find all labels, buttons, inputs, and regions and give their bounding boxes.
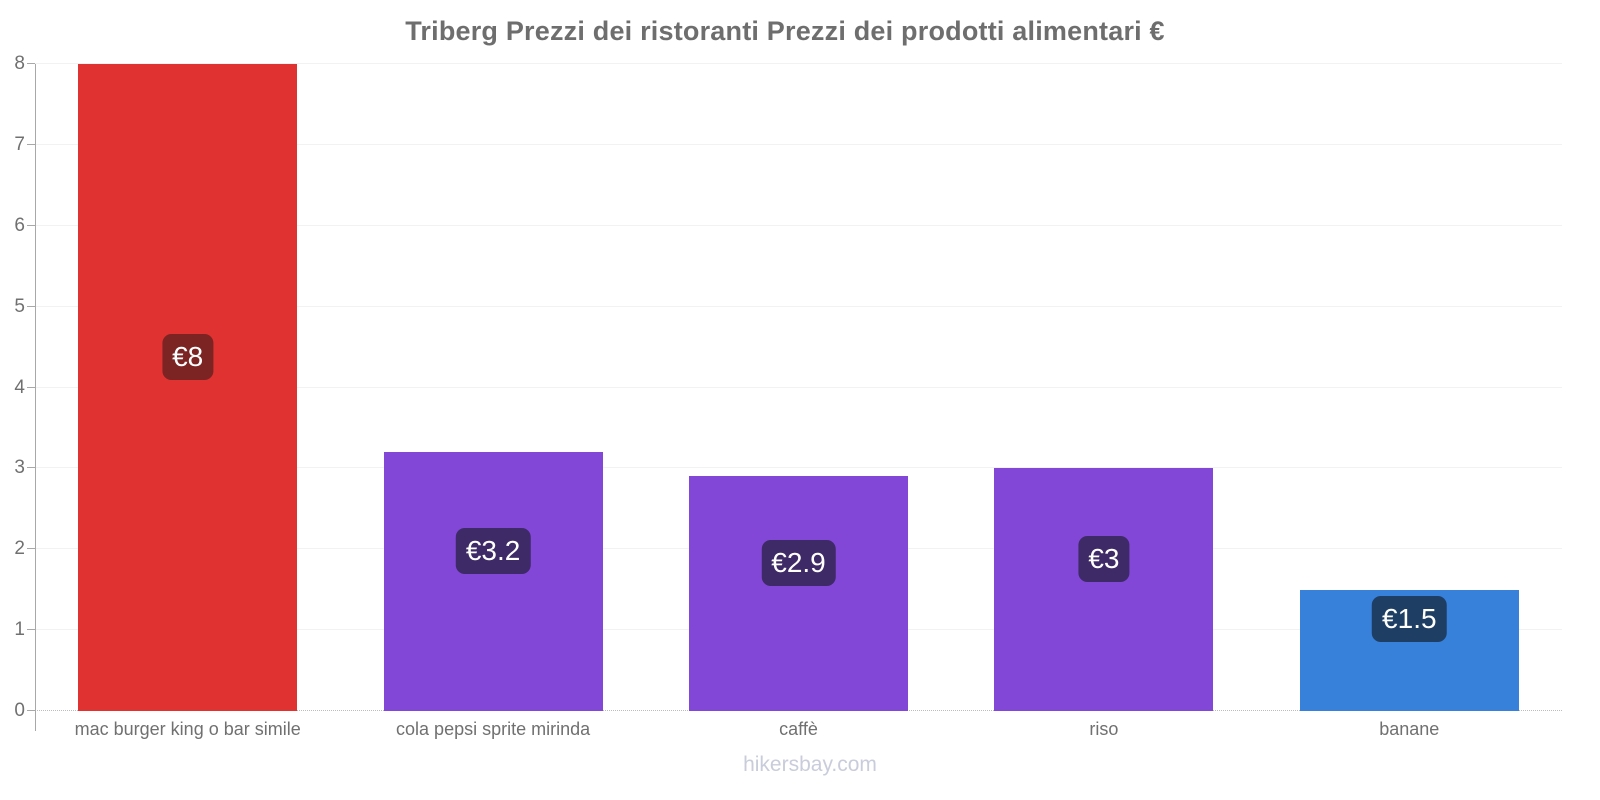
chart-title: Triberg Prezzi dei ristoranti Prezzi dei…: [405, 16, 1165, 46]
y-tick-label-4: 4: [14, 376, 25, 398]
y-tick-7: [27, 143, 35, 145]
y-tick-0: [27, 710, 35, 711]
x-axis-label-4: riso: [1089, 719, 1119, 739]
y-tick-label-8: 8: [14, 53, 25, 74]
bar-value-badge: €1.5: [1372, 596, 1447, 643]
bar-riso: €3: [994, 468, 1214, 711]
y-tick-label-3: 3: [14, 457, 25, 479]
y-tick-6: [27, 224, 35, 226]
x-axis-label-3: caffè: [779, 719, 818, 739]
bar-banane: €1.5: [1299, 589, 1519, 711]
gridline-4: [35, 386, 1562, 388]
y-tick-label-6: 6: [14, 214, 25, 236]
gridline-3: [35, 467, 1562, 469]
bar-value-badge: €2.9: [761, 539, 836, 586]
bar-value-badge: €8: [162, 333, 214, 380]
plot-area: 0 1 2 3 4 5 6 7 8 €8 €3.2 €2.9 €3 €1.5: [14, 54, 1562, 731]
y-tick-label-5: 5: [14, 295, 25, 317]
y-tick-label-1: 1: [14, 619, 25, 641]
x-axis-label-1: mac burger king o bar simile: [74, 719, 301, 739]
bar-caffè: €2.9: [689, 476, 908, 711]
bar-cola-pepsi-sprite-mirinda: €3.2: [383, 452, 603, 711]
x-axis-label-5: banane: [1379, 719, 1440, 739]
y-tick-2: [27, 548, 35, 550]
y-tick-5: [27, 305, 35, 307]
y-tick-label-2: 2: [14, 538, 25, 560]
y-tick-1: [27, 629, 35, 631]
bar-value-badge: €3: [1078, 535, 1130, 582]
gridline-6: [35, 224, 1562, 226]
y-tick-8: [27, 63, 35, 64]
y-axis-line: [35, 64, 36, 731]
y-tick-label-7: 7: [14, 133, 25, 155]
bar-value-badge: €3.2: [455, 527, 531, 574]
y-tick-3: [27, 467, 35, 469]
y-tick-4: [27, 386, 35, 388]
gridline-7: [35, 143, 1562, 145]
gridline-5: [35, 305, 1562, 307]
watermark-text: hikersbay.com: [743, 753, 877, 776]
x-axis-label-2: cola pepsi sprite mirinda: [396, 719, 591, 739]
y-tick-label-0: 0: [14, 700, 25, 721]
gridline-8: [35, 63, 1562, 64]
bar-mac-burger-king-o-bar-simile: €8: [78, 64, 298, 711]
